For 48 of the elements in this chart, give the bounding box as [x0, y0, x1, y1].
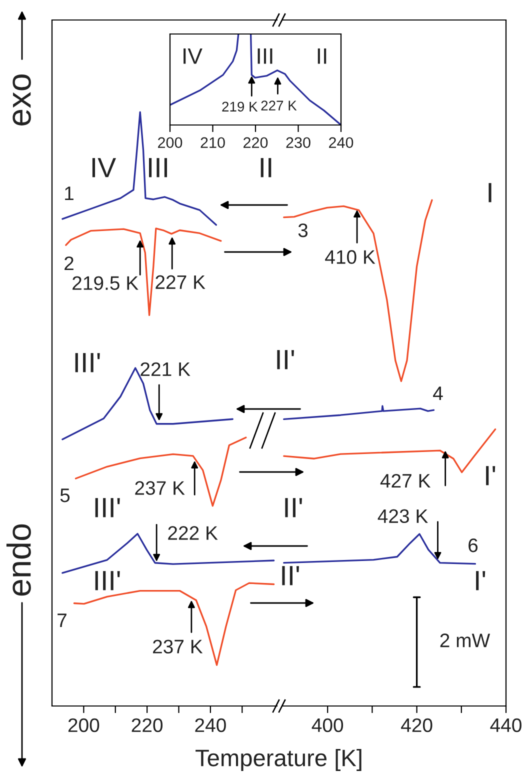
annotation: 7: [58, 614, 66, 628]
annotation: II: [260, 158, 272, 178]
annotation: II': [282, 566, 299, 586]
x-tick-label: 240: [195, 718, 226, 732]
annotation: 423 K: [378, 509, 428, 524]
annotation: II': [277, 350, 294, 370]
annotation: 221 K: [140, 362, 190, 376]
annotation: I': [486, 466, 496, 486]
x-tick-label: 220: [244, 137, 268, 148]
x-tick-label: 200: [158, 137, 182, 148]
annotation: 237 K: [153, 640, 203, 654]
annotation: III': [75, 353, 100, 372]
annotation: 222 K: [168, 526, 218, 540]
annotation: 5: [60, 488, 70, 502]
annotation: II': [285, 498, 302, 518]
annotation: 219 K: [222, 102, 258, 112]
annotation: 6: [468, 538, 478, 552]
annotation: III: [258, 48, 272, 64]
annotation: III': [95, 571, 120, 590]
x-tick-label: 220: [132, 718, 163, 732]
annotation: 427 K: [380, 474, 431, 488]
x-tick-label: 210: [200, 137, 225, 148]
annotation: III: [148, 158, 168, 178]
text: exo: [12, 74, 31, 126]
annotation: 4: [433, 386, 443, 400]
x-tick-label: 230: [286, 137, 310, 148]
annotation: 3: [298, 223, 308, 238]
annotation: 237 K: [135, 481, 185, 495]
annotation: 227 K: [156, 275, 206, 289]
annotation: 410 K: [325, 250, 376, 264]
x-tick-label: 200: [68, 718, 100, 732]
annotation: IV: [184, 48, 202, 64]
annotation: III': [95, 498, 120, 518]
series-label: 2 mW: [440, 634, 490, 648]
annotation: II: [318, 48, 326, 64]
x-tick-label: 420: [401, 718, 432, 732]
annotation: I': [476, 571, 486, 590]
annotation: 219.5 K: [72, 276, 138, 290]
annotation: IV: [92, 158, 116, 178]
text: endo: [6, 524, 31, 596]
annotation: I: [488, 183, 492, 202]
x-axis-title: Temperature [K]: [196, 748, 362, 772]
annotation: 227 K: [261, 100, 297, 110]
annotation: 2: [64, 256, 74, 270]
x-tick-label: 440: [490, 718, 522, 732]
x-tick-label: 400: [312, 718, 344, 732]
x-tick-label: 240: [329, 137, 354, 148]
annotation: 1: [65, 186, 74, 200]
